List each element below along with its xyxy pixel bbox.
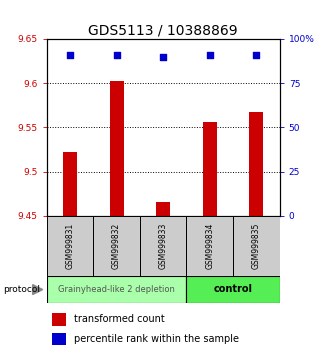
Bar xyxy=(186,216,233,276)
Text: GSM999831: GSM999831 xyxy=(65,223,75,269)
Text: percentile rank within the sample: percentile rank within the sample xyxy=(74,334,239,344)
Bar xyxy=(93,216,140,276)
Bar xyxy=(186,276,280,303)
Text: GSM999834: GSM999834 xyxy=(205,223,214,269)
Bar xyxy=(110,81,124,216)
Bar xyxy=(156,202,170,216)
Text: protocol: protocol xyxy=(3,285,40,294)
Point xyxy=(254,52,259,58)
Bar xyxy=(63,152,77,216)
Bar xyxy=(52,313,66,326)
Text: Grainyhead-like 2 depletion: Grainyhead-like 2 depletion xyxy=(58,285,175,294)
Bar xyxy=(52,333,66,346)
Bar xyxy=(47,216,93,276)
Bar xyxy=(140,216,186,276)
Text: control: control xyxy=(213,284,253,295)
Point xyxy=(114,52,119,58)
Bar xyxy=(203,122,217,216)
Text: GSM999835: GSM999835 xyxy=(252,223,261,269)
Polygon shape xyxy=(33,285,43,295)
Title: GDS5113 / 10388869: GDS5113 / 10388869 xyxy=(88,24,238,38)
Point xyxy=(207,52,212,58)
Point xyxy=(67,52,73,58)
Text: transformed count: transformed count xyxy=(74,314,165,325)
Bar xyxy=(233,216,280,276)
Point xyxy=(161,54,166,59)
Bar xyxy=(249,113,263,216)
Text: GSM999832: GSM999832 xyxy=(112,223,121,269)
Text: GSM999833: GSM999833 xyxy=(159,223,168,269)
Bar xyxy=(47,276,186,303)
